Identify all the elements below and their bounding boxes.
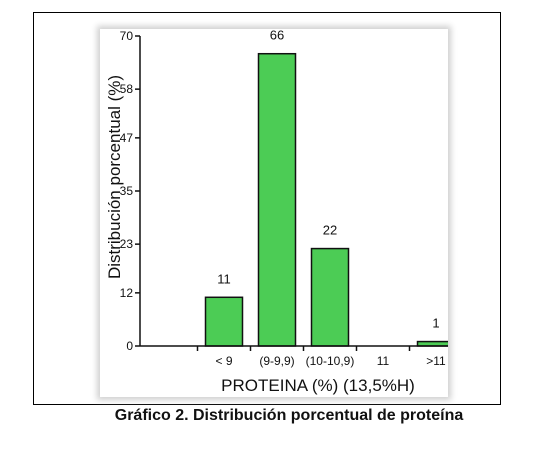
y-tick-label: 23 [120, 237, 134, 251]
y-tick-label: 58 [120, 82, 134, 96]
y-tick-label: 12 [120, 286, 134, 300]
y-axis: 0 12 23 35 47 58 70 [120, 29, 140, 353]
x-tick-label: (10-10,9) [306, 354, 355, 368]
y-tick-label: 70 [120, 29, 134, 43]
data-label: 66 [270, 29, 284, 43]
plot-panel: 0 12 23 35 47 58 70 < 9 (9-9,9) (10-10,9) 11 >11 1… [100, 29, 448, 397]
x-tick-label: < 9 [215, 354, 232, 368]
x-tick-label: >11 [426, 354, 446, 368]
data-label: 22 [323, 223, 337, 238]
data-label: 11 [217, 271, 231, 286]
x-tick-label: (9-9,9) [259, 354, 294, 368]
bar-chart: 0 12 23 35 47 58 70 < 9 (9-9,9) (10-10,9) 11 >11 1… [105, 29, 448, 395]
y-tick-label: 47 [120, 131, 134, 145]
x-axis-title: PROTEINA (%) (13,5%H) [221, 376, 415, 395]
bar [204, 296, 244, 347]
figure-caption: Gráfico 2. Distribución porcentual de pr… [114, 407, 464, 424]
bar [257, 52, 297, 347]
y-tick-label: 35 [120, 184, 134, 198]
bars-group: 11 66 22 1 [204, 29, 448, 347]
y-axis-title: Distribución porcentual (%) [105, 75, 124, 279]
y-tick-label: 0 [126, 339, 133, 353]
x-tick-label: 11 [377, 354, 390, 368]
x-axis: < 9 (9-9,9) (10-10,9) 11 >11 [196, 346, 446, 368]
data-label: 1 [432, 316, 439, 331]
bar [310, 247, 350, 347]
chart-frame: 0 12 23 35 47 58 70 < 9 (9-9,9) (10-10,9) 11 >11 1… [33, 12, 501, 405]
